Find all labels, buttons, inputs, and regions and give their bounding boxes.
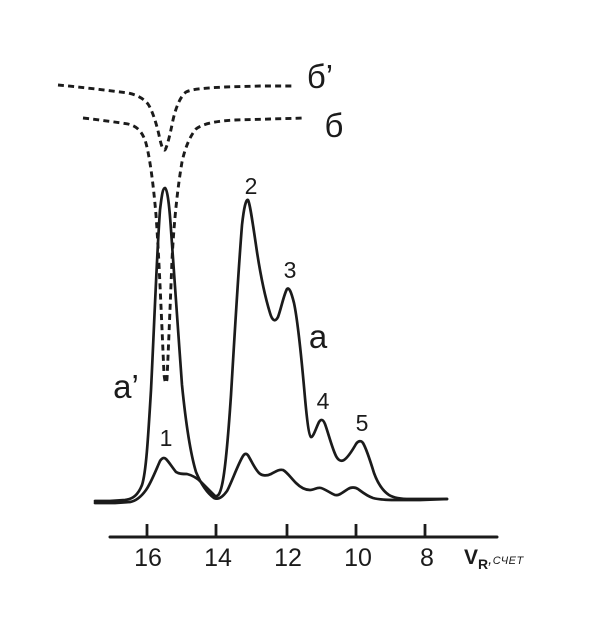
peak-label-4: 4 bbox=[317, 388, 330, 414]
axis-tick-label: 14 bbox=[204, 544, 232, 572]
curve-label-a-prime: а’ bbox=[113, 368, 139, 405]
curve-label-a: а bbox=[309, 318, 328, 355]
curve-b-dashed-line bbox=[82, 116, 306, 385]
axis-tick-label: 16 bbox=[134, 544, 162, 572]
axis-title-subscript: R bbox=[478, 556, 488, 572]
axis-title-v: V bbox=[464, 546, 478, 569]
axis-tick-label: 12 bbox=[274, 544, 302, 572]
axis-tick-label: 10 bbox=[344, 544, 372, 572]
curve-b-prime-dashed-line bbox=[57, 83, 295, 152]
axis-title-units: ,счет bbox=[488, 551, 524, 568]
x-axis-ticks bbox=[145, 524, 427, 537]
axis-tick-label: 8 bbox=[420, 544, 434, 572]
peak-label-5: 5 bbox=[356, 410, 369, 436]
x-axis-title: VR,счет bbox=[464, 546, 525, 572]
peak-label-3: 3 bbox=[284, 257, 297, 283]
curve-a-prime-line bbox=[93, 186, 449, 503]
peak-label-2: 2 bbox=[245, 173, 258, 199]
curve-a-line bbox=[93, 198, 449, 505]
curve-label-b: б bbox=[325, 107, 344, 144]
curve-label-b-prime: б’ bbox=[307, 58, 333, 95]
peak-label-1: 1 bbox=[160, 425, 173, 451]
